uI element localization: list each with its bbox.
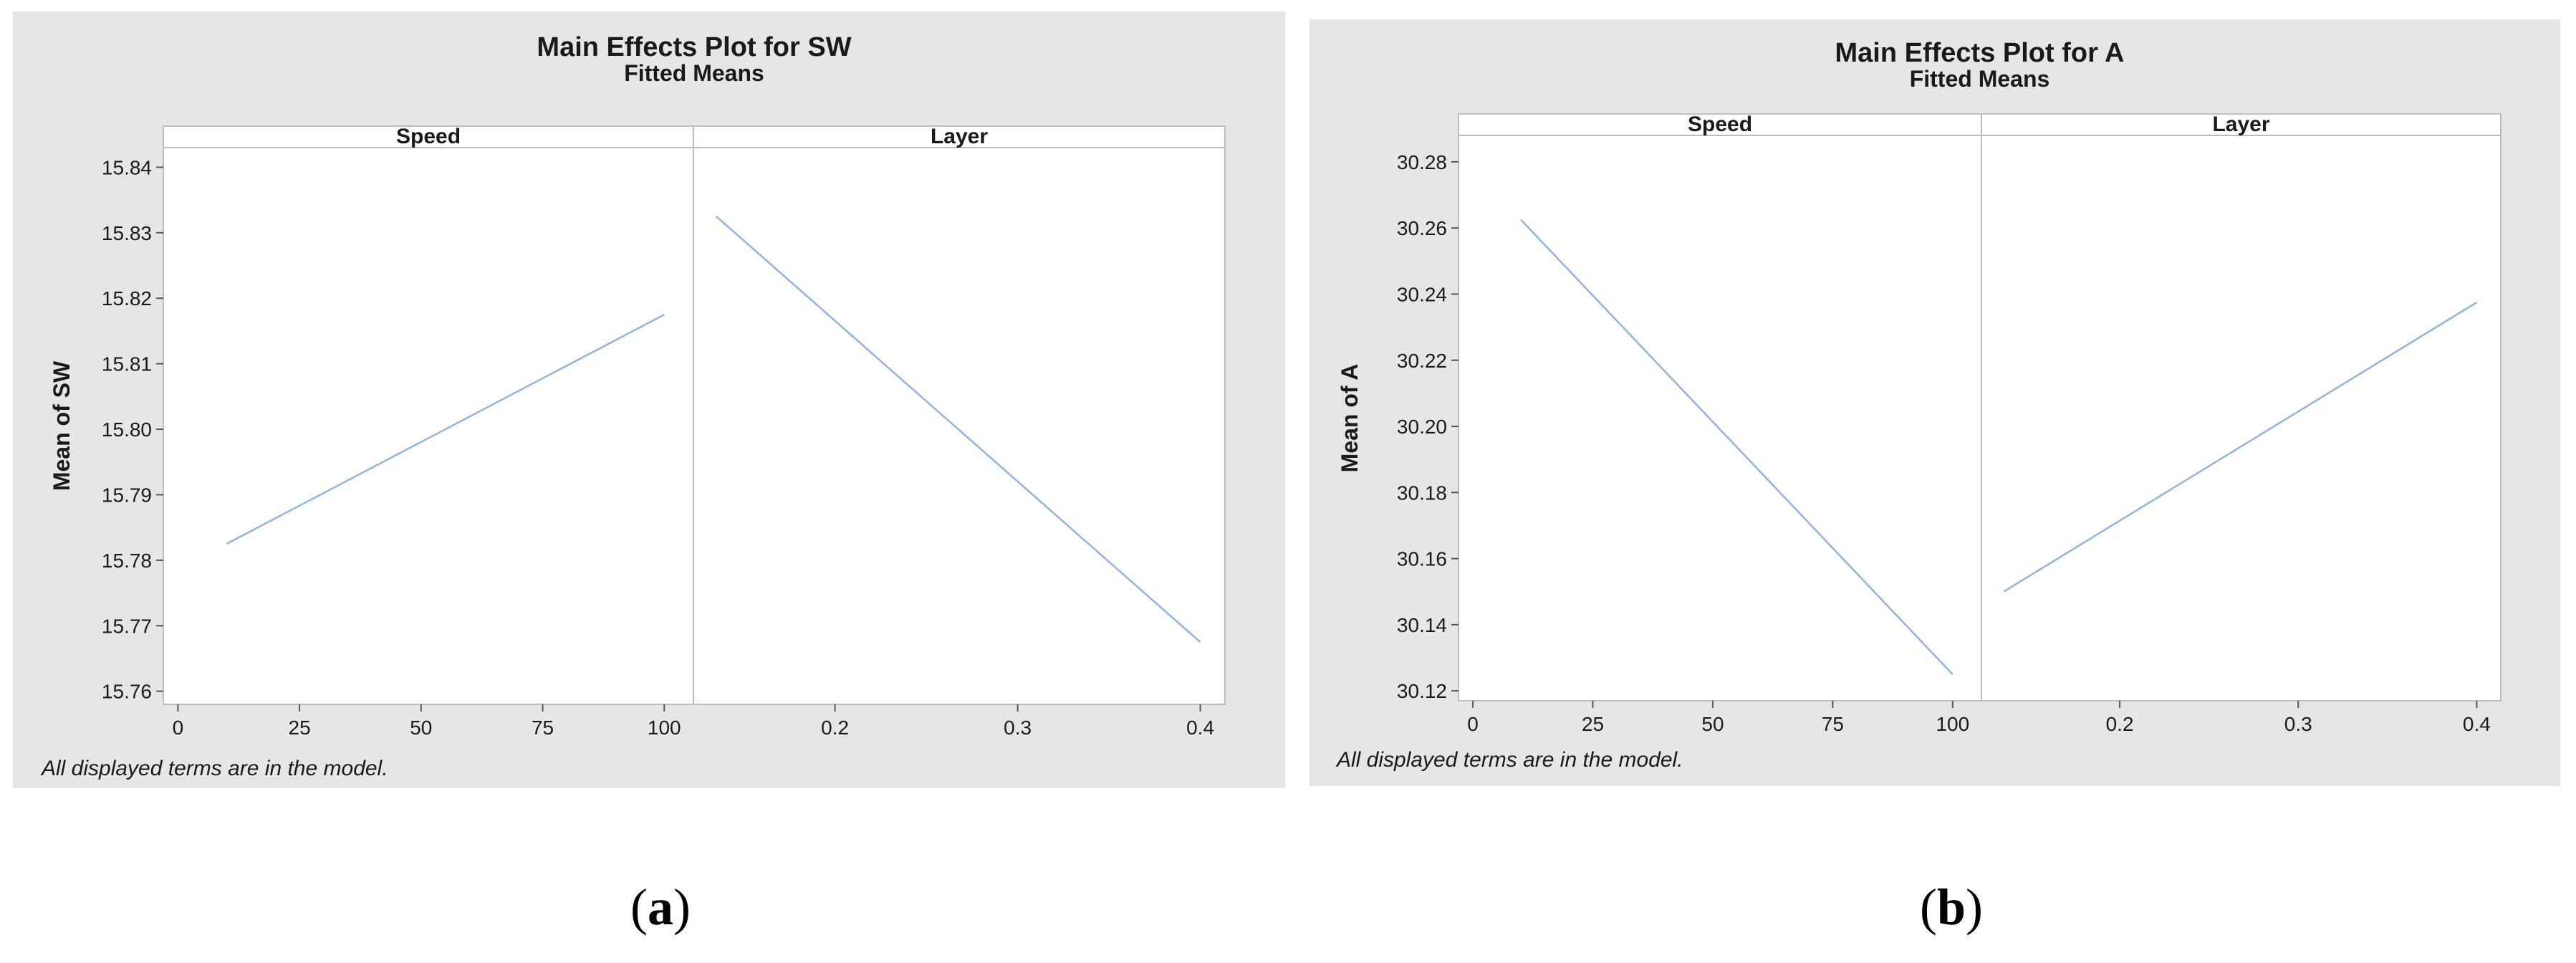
x-tick-label: 100 (1936, 713, 1969, 735)
x-tick-label: 50 (1701, 713, 1724, 735)
x-tick-label: 0.4 (2463, 713, 2491, 735)
chart-subtitle: Fitted Means (1910, 66, 2050, 92)
y-tick-label: 30.20 (1397, 416, 1447, 438)
subfigure-label-b: (b) (1919, 878, 1983, 936)
y-tick-label: 15.79 (102, 484, 152, 506)
panel-header-label: Speed (396, 125, 461, 148)
panel-speed: Speed 0 25 50 75 100 (163, 125, 694, 739)
panel-plot-area (693, 125, 1226, 705)
subfigure-label-a: (a) (630, 878, 691, 936)
model-footnote: All displayed terms are in the model. (1335, 748, 1683, 772)
y-tick-label: 30.16 (1397, 548, 1447, 570)
y-axis-label: Mean of SW (49, 360, 75, 491)
y-tick-label: 30.26 (1397, 217, 1447, 239)
x-tick-label: 0.3 (1004, 717, 1032, 739)
y-tick-label: 30.18 (1397, 481, 1447, 504)
x-tick-label: 75 (1822, 713, 1844, 735)
x-tick-label: 50 (410, 717, 432, 739)
y-tick-label: 30.28 (1397, 151, 1447, 173)
figure-a: Main Effects Plot for SW Fitted Means Spee… (13, 11, 1285, 936)
panel-plot-area (1981, 113, 2501, 701)
y-axis-label: Mean of A (1337, 364, 1363, 473)
y-tick-label: 15.78 (102, 550, 152, 572)
main-effect-line (226, 313, 665, 545)
x-tick-label: 0 (173, 717, 184, 739)
chart-title: Main Effects Plot for A (1835, 38, 2125, 68)
y-tick-label: 15.80 (102, 418, 152, 441)
x-tick-label: 0.4 (1186, 717, 1214, 739)
chart-title: Main Effects Plot for SW (537, 32, 851, 62)
panel-plot-area (1458, 113, 1982, 701)
x-tick-label: 0.3 (2284, 713, 2312, 735)
y-tick-label: 30.22 (1397, 350, 1447, 372)
y-tick-label: 30.12 (1397, 680, 1447, 702)
x-tick-label: 75 (532, 717, 554, 739)
x-tick-label: 0.2 (821, 717, 849, 739)
y-tick-label: 15.77 (102, 615, 152, 637)
main-effect-line (2003, 301, 2478, 593)
model-footnote: All displayed terms are in the model. (40, 757, 388, 780)
panel-layer: Layer 0.2 0.3 0.4 (693, 125, 1226, 739)
panel-header-label: Layer (2212, 112, 2269, 136)
y-tick-label: 15.84 (102, 156, 152, 178)
x-tick-label: 100 (648, 717, 681, 739)
y-tick-label: 30.24 (1397, 283, 1447, 305)
panel-speed: Speed 0 25 50 75 100 (1458, 112, 1982, 735)
panel-plot-area (163, 125, 694, 705)
figure-b: Main Effects Plot for A Fitted Means Speed… (1288, 0, 2576, 963)
chart-subtitle: Fitted Means (624, 60, 764, 86)
main-effect-line (716, 216, 1201, 643)
x-tick-label: 25 (289, 717, 311, 739)
y-tick-label: 15.81 (102, 353, 152, 375)
x-tick-label: 0 (1467, 713, 1479, 735)
y-tick-label: 15.76 (102, 681, 152, 703)
main-effect-line (1520, 219, 1953, 675)
panel-header-label: Layer (931, 125, 988, 148)
y-tick-label: 15.82 (102, 287, 152, 310)
y-tick-label: 15.83 (102, 222, 152, 244)
panel-header-label: Speed (1688, 112, 1752, 136)
y-tick-label: 30.14 (1397, 614, 1447, 636)
x-tick-label: 25 (1582, 713, 1604, 735)
panel-layer: Layer 0.2 0.3 0.4 (1981, 112, 2501, 735)
x-tick-label: 0.2 (2106, 713, 2134, 735)
